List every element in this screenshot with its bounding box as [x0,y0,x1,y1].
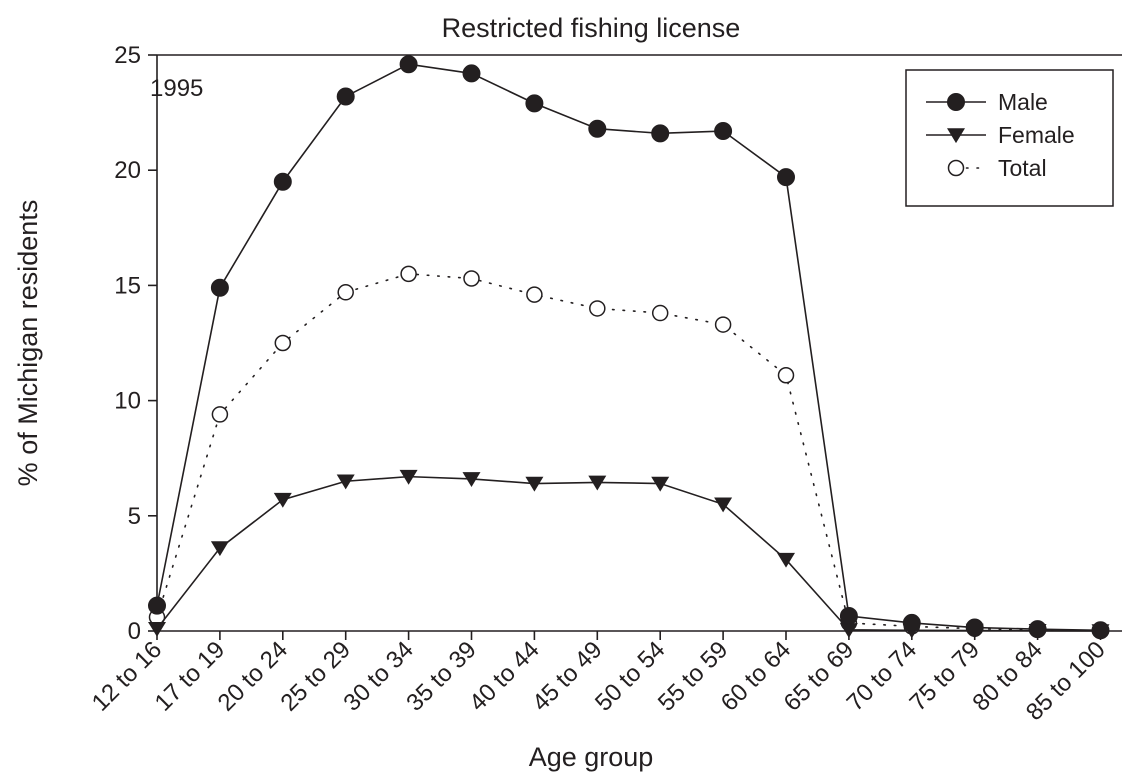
total-point [400,265,417,283]
female-point [399,469,418,485]
x-tick-label: 25 to 29 [276,636,356,716]
male-point [902,613,921,632]
legend-marker-total [947,159,965,177]
y-tick-label: 10 [114,388,141,415]
x-tick-label: 45 to 49 [527,636,607,716]
legend-entry-total: Total [947,155,1047,181]
y-axis-label: % of Michigan residents [13,200,43,487]
legend: Male Female Total [905,69,1114,207]
x-axis-label: Age group [529,742,654,772]
female-point [210,541,229,557]
legend-label-male: Male [998,89,1048,115]
total-point [337,284,354,301]
y-tick-label: 5 [128,503,141,530]
series-layer [148,55,1110,640]
female-point [462,472,481,488]
y-tick-label: 0 [128,618,141,645]
female-point [148,621,166,637]
x-tick-label: 35 to 39 [401,636,481,716]
x-tick-label: 65 to 69 [779,636,859,716]
x-tick-label: 70 to 74 [842,636,922,716]
male-point [1091,621,1110,640]
series-total [148,265,1109,639]
x-tick-label: 17 to 19 [150,636,230,716]
chart-title: Restricted fishing license [442,13,741,43]
legend-marker-male [947,93,965,111]
x-tick-label: 20 to 24 [213,636,293,716]
male-point [525,94,544,113]
total-point [526,286,543,303]
female-point [839,623,858,638]
x-tick-label: 30 to 34 [338,636,418,716]
x-tick-label: 60 to 64 [716,636,796,716]
x-tick-label: 75 to 79 [905,636,985,716]
female-point [273,492,292,508]
x-tick-label: 12 to 16 [87,636,167,716]
legend-marker-female [947,128,965,144]
total-point [211,406,229,423]
male-point [148,596,166,615]
male-point [336,87,355,106]
series-male [148,55,1110,640]
total-point [777,367,795,384]
x-tick-label: 50 to 54 [590,636,670,716]
total-point [274,334,292,352]
legend-box [905,69,1114,207]
legend-entry-female: Female [926,122,1075,148]
total-point [714,316,732,333]
male-point [965,618,984,637]
y-tick-label: 20 [114,157,141,184]
legend-label-total: Total [998,155,1047,181]
female-point [525,476,544,492]
y-tick-label: 15 [114,272,141,299]
male-point [462,64,481,83]
female-point [651,476,670,492]
series-female [148,469,1110,640]
female-point [336,474,355,490]
female-point [714,497,733,513]
x-tick-label: 55 to 59 [653,636,733,716]
female-point [777,552,795,568]
male-point [273,172,292,191]
male-point [399,55,418,74]
male-point [210,278,229,297]
y-tick-label: 25 [114,42,141,69]
male-point [777,168,795,187]
legend-entry-male: Male [926,89,1048,115]
total-line [156,273,1102,632]
female-point [588,475,607,491]
male-line [156,63,1101,632]
total-point [589,300,606,317]
total-point [651,304,669,322]
male-point [714,122,733,141]
male-point [839,607,858,626]
total-point [463,270,480,287]
legend-label-female: Female [998,122,1075,148]
male-point [651,124,670,143]
x-tick-label: 40 to 44 [464,636,544,716]
female-line [156,475,1101,632]
year-annotation: 1995 [150,75,203,102]
y-axis: 0 5 10 15 20 25 [114,42,157,645]
male-point [1028,620,1047,639]
male-point [588,119,607,138]
